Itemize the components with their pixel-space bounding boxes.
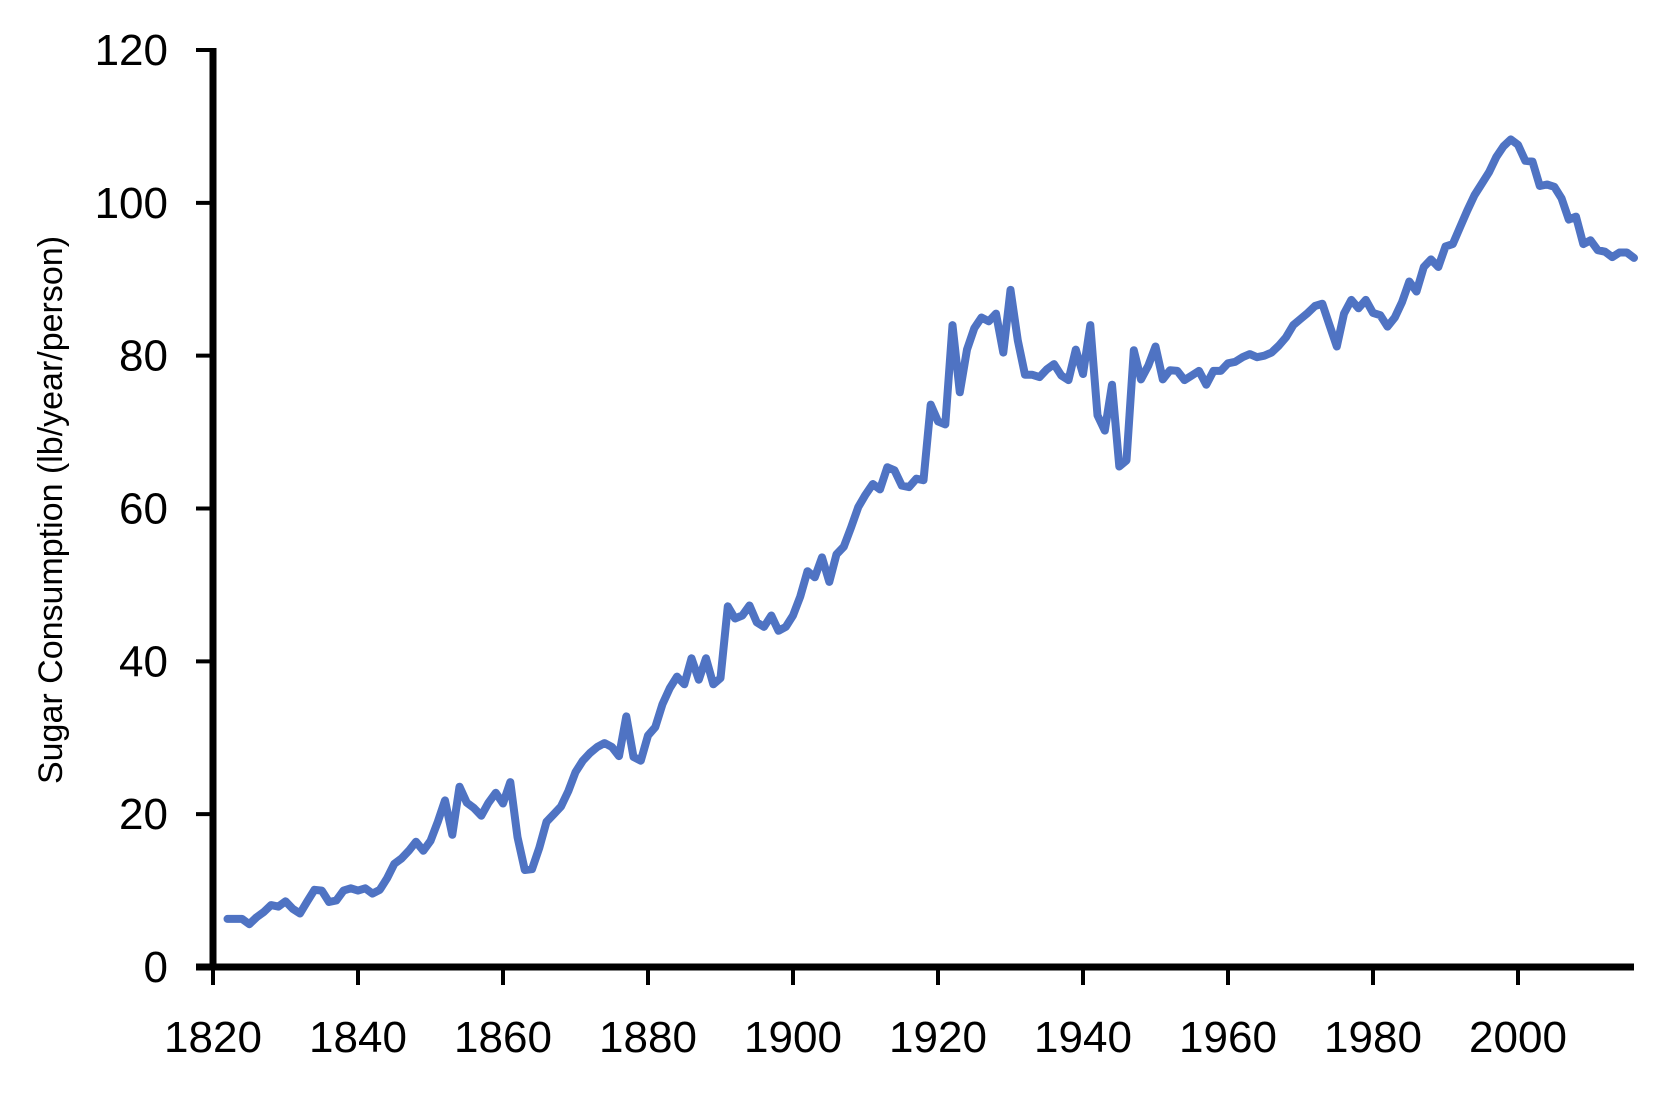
- x-tick-label: 1860: [454, 1013, 552, 1062]
- x-tick-label: 1820: [164, 1013, 262, 1062]
- series-layer: [223, 135, 1638, 929]
- y-tick-label: 40: [119, 637, 168, 686]
- x-tick-label: 1880: [599, 1013, 697, 1062]
- x-tick-label: 1960: [1179, 1013, 1277, 1062]
- ticks-layer: 0 20 40 60 80 100 120 1820 1840 1860 1880 1900 1920 1…: [95, 26, 1567, 1062]
- x-tick-label: 1940: [1034, 1013, 1132, 1062]
- x-tick-label: 1840: [309, 1013, 407, 1062]
- series-line-0: [223, 135, 1638, 929]
- y-tick-label: 60: [119, 485, 168, 534]
- y-tick-label: 100: [95, 179, 168, 228]
- axes-layer: [196, 48, 1634, 971]
- y-tick-label: 20: [119, 790, 168, 839]
- x-tick-label: 1920: [889, 1013, 987, 1062]
- y-tick-label: 0: [144, 943, 168, 992]
- x-tick-label: 1900: [744, 1013, 842, 1062]
- x-tick-label: 1980: [1324, 1013, 1422, 1062]
- x-tick-label: 2000: [1469, 1013, 1567, 1062]
- y-tick-label: 120: [95, 26, 168, 75]
- y-axis-title: Sugar Consumption (lb/year/person): [32, 236, 70, 784]
- y-tick-label: 80: [119, 332, 168, 381]
